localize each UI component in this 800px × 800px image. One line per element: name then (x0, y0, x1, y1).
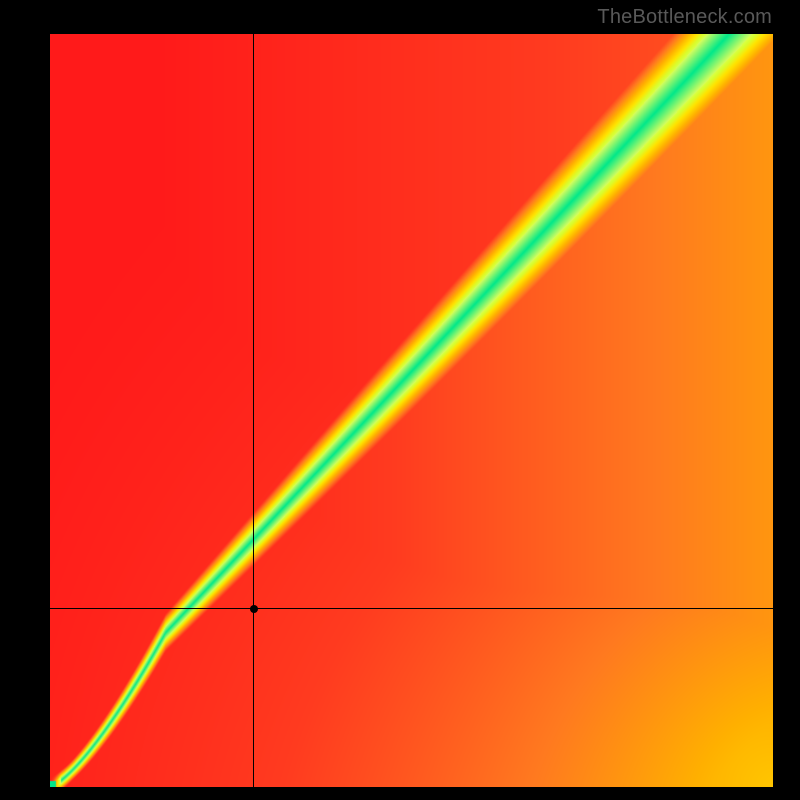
crosshair-horizontal (50, 608, 773, 609)
chart-container: TheBottleneck.com (0, 0, 800, 800)
crosshair-marker (250, 605, 258, 613)
heatmap-canvas (50, 34, 773, 787)
heatmap-plot (50, 34, 773, 787)
crosshair-vertical (253, 34, 254, 787)
attribution-label: TheBottleneck.com (597, 6, 772, 29)
